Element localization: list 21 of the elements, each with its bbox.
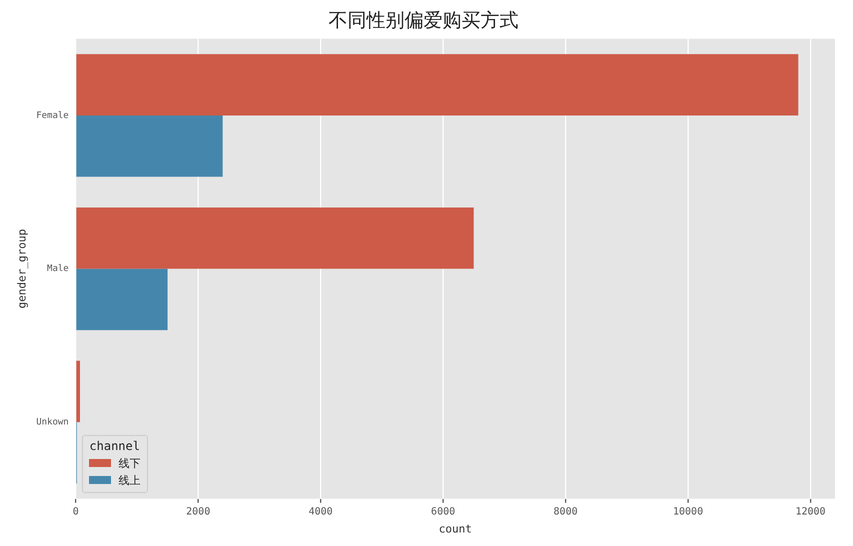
bar — [76, 207, 474, 269]
legend-title: channel — [88, 438, 141, 453]
legend-label: 线上 — [118, 472, 141, 489]
y-tick-label: Male — [47, 264, 69, 274]
chart-title: 不同性别偏爱购买方式 — [328, 9, 518, 32]
x-tick-label: 10000 — [672, 506, 704, 518]
x-tick-label: 12000 — [795, 506, 826, 518]
x-tick-label: 2000 — [186, 506, 210, 518]
y-tick-label: Female — [36, 110, 69, 121]
y-tick-label: Unkown — [36, 417, 69, 428]
bar — [76, 360, 80, 422]
bar — [76, 268, 168, 330]
y-axis-title: gender_group — [15, 229, 28, 309]
legend-label: 线下 — [118, 456, 141, 472]
bar — [76, 54, 798, 116]
x-axis-title: count — [438, 522, 472, 536]
x-tick-label: 6000 — [431, 506, 456, 518]
bar — [76, 115, 223, 177]
x-tick-label: 4000 — [308, 506, 333, 518]
x-tick-label: 0 — [72, 506, 79, 518]
x-tick-label: 8000 — [554, 506, 578, 518]
